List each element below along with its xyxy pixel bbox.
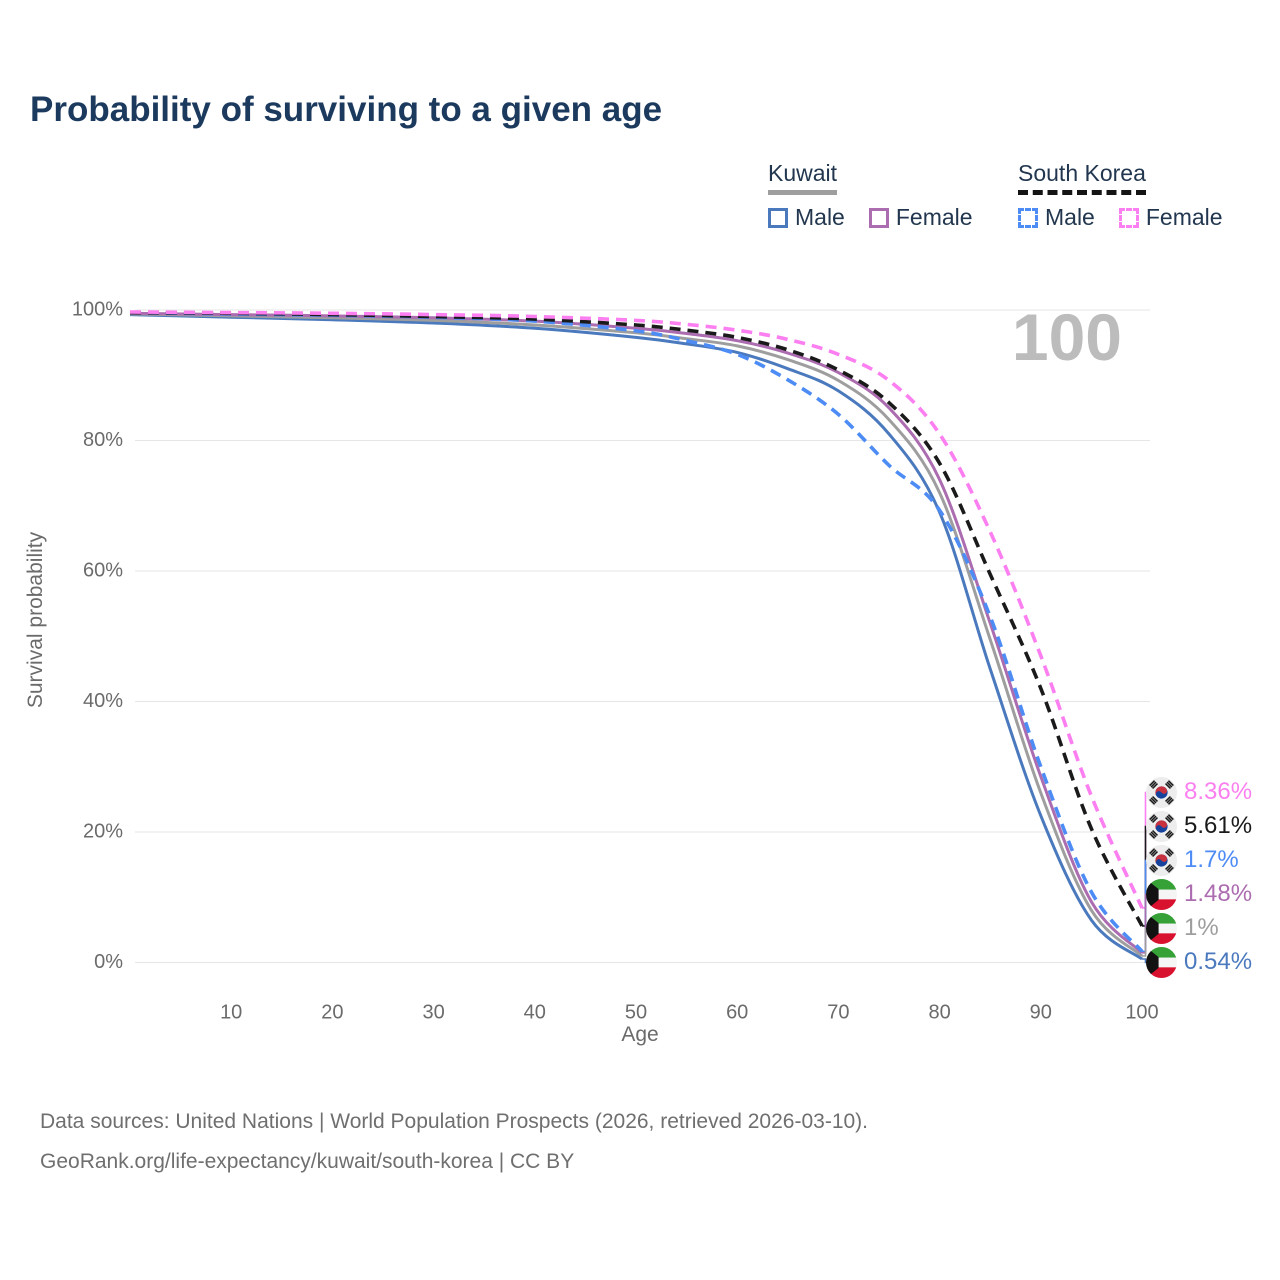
y-tick-label: 100% — [72, 298, 123, 320]
page-title: Probability of surviving to a given age — [30, 90, 663, 129]
legend-country-south-korea-label: South Korea — [1018, 160, 1146, 186]
end-value-text: 1.7% — [1184, 846, 1239, 873]
legend-item-kuwait-male[interactable]: Male — [768, 204, 845, 231]
legend-item-label: Male — [1045, 204, 1095, 230]
south-korea-flag-icon — [1146, 776, 1177, 808]
end-value-label-south-korea-both-sexes: 5.61% — [1146, 810, 1253, 842]
end-value-label-south-korea-female: 8.36% — [1146, 776, 1253, 808]
legend-item-kuwait-female[interactable]: Female — [868, 204, 973, 231]
x-tick-label: 60 — [726, 1001, 748, 1023]
data-sources-line: Data sources: United Nations | World Pop… — [40, 1110, 869, 1133]
end-value-text: 8.36% — [1184, 778, 1253, 805]
series-line-kuwait-both-sexes — [129, 312, 1144, 958]
legend-item-label: Female — [1145, 204, 1223, 230]
legend-group-kuwait: Kuwait Male Female — [768, 160, 973, 231]
y-axis-label: Survival probability — [24, 531, 47, 708]
kuwait-flag-icon — [1146, 878, 1177, 910]
legend-item-south-korea-female[interactable]: Female — [1118, 204, 1223, 231]
legend-country-south-korea: South Korea — [1018, 160, 1146, 195]
y-tick-label: 0% — [94, 951, 123, 973]
x-tick-label: 10 — [220, 1001, 242, 1023]
attribution-line: GeoRank.org/life-expectancy/kuwait/south… — [40, 1149, 575, 1173]
survival-probability-chart: 0% 20% 40% 60% 80% 100% 10 20 30 40 50 60 70 80 90 100 A… — [0, 270, 1280, 1070]
series-line-kuwait-male — [129, 313, 1143, 961]
x-tick-label: 20 — [321, 1001, 343, 1023]
legend-country-kuwait-label: Kuwait — [768, 160, 838, 186]
x-axis-label: Age — [621, 1023, 658, 1046]
chart-canvas: 0% 20% 40% 60% 80% 100% 10 20 30 40 50 60 70 80 90 100 A… — [24, 298, 1159, 1046]
y-tick-label: 80% — [83, 429, 123, 451]
x-tick-label: 40 — [524, 1001, 546, 1023]
end-value-label-kuwait-male: 0.54% — [1146, 946, 1253, 978]
kuwait-flag-icon — [1146, 946, 1177, 978]
y-tick-label: 40% — [83, 690, 123, 712]
south-korea-female-line-swatch-icon — [1118, 207, 1139, 228]
end-value-label-kuwait-female: 1.48% — [1146, 878, 1253, 910]
kuwait-flag-icon — [1146, 912, 1177, 944]
end-value-text: 0.54% — [1184, 948, 1253, 975]
end-value-text: 5.61% — [1184, 812, 1253, 839]
end-value-text: 1% — [1184, 914, 1219, 941]
footer-source-text: Data sources: United Nations | World Pop… — [40, 1102, 868, 1182]
legend-group-south-korea: South Korea Male Female — [1018, 160, 1223, 231]
x-tick-label: 100 — [1125, 1001, 1158, 1023]
south-korea-flag-icon — [1146, 844, 1177, 876]
age-counter-watermark: 100 — [1012, 300, 1122, 374]
series-line-kuwait-female — [129, 311, 1144, 954]
x-tick-label: 50 — [625, 1001, 647, 1023]
series-line-south-korea-both-sexes — [129, 310, 1144, 927]
end-value-text: 1.48% — [1184, 880, 1253, 907]
end-value-label-south-korea-male: 1.7% — [1146, 844, 1239, 876]
x-tick-label: 30 — [422, 1001, 444, 1023]
y-tick-label: 20% — [83, 820, 123, 842]
end-value-label-kuwait-both-sexes: 1% — [1146, 912, 1219, 944]
x-tick-label: 90 — [1030, 1001, 1052, 1023]
y-tick-label: 60% — [83, 559, 123, 581]
x-tick-label: 70 — [827, 1001, 849, 1023]
legend-item-label: Male — [795, 204, 845, 230]
legend-item-label: Female — [895, 204, 973, 230]
x-tick-label: 80 — [928, 1001, 950, 1023]
legend-country-kuwait: Kuwait — [768, 160, 838, 195]
kuwait-female-line-swatch-icon — [868, 207, 889, 228]
south-korea-flag-icon — [1146, 810, 1177, 842]
series-line-south-korea-female — [129, 310, 1144, 909]
legend-item-south-korea-male[interactable]: Male — [1018, 204, 1095, 231]
south-korea-male-line-swatch-icon — [1018, 207, 1038, 228]
series-line-south-korea-male — [129, 310, 1144, 953]
kuwait-male-line-swatch-icon — [768, 207, 788, 228]
